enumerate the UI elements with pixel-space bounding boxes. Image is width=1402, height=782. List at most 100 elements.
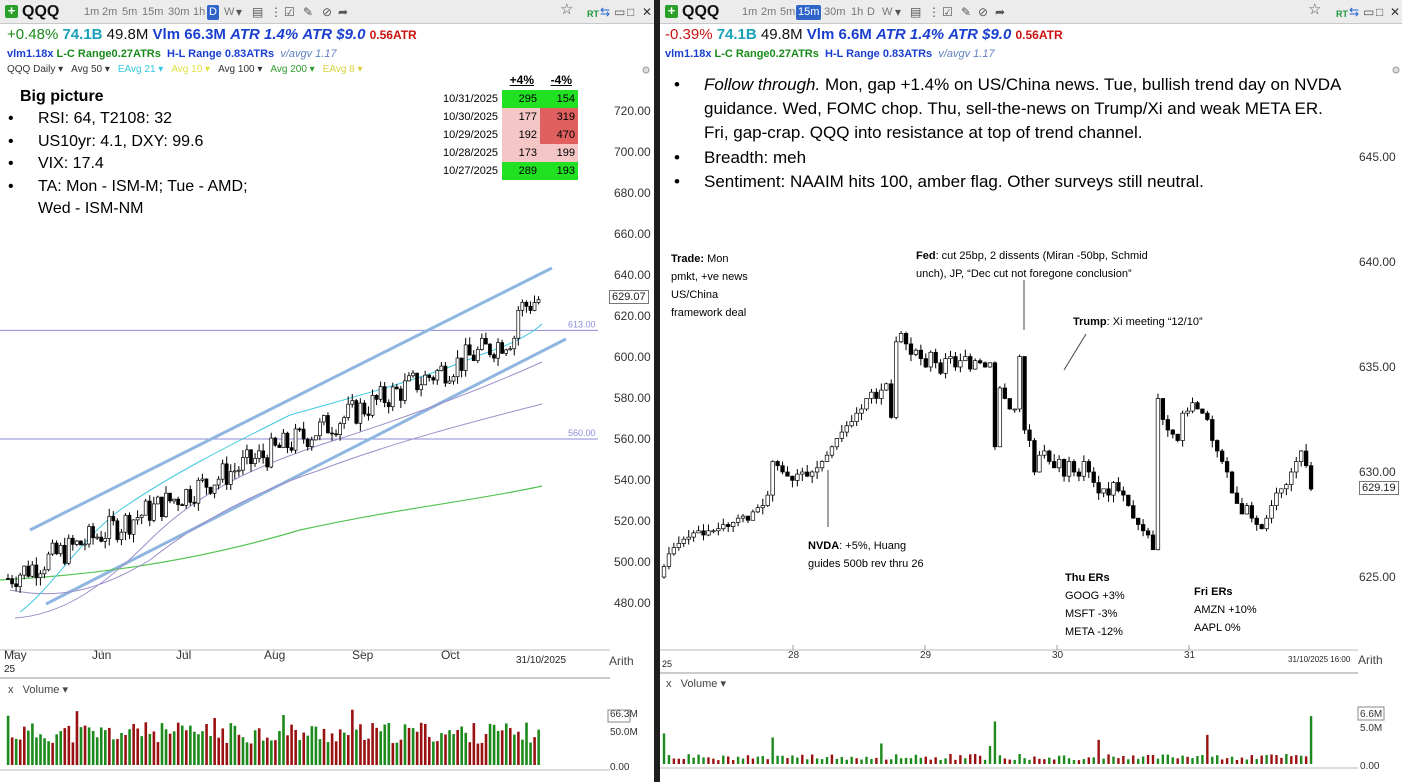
candle-body — [819, 461, 825, 469]
pane-divider[interactable] — [654, 0, 660, 782]
volume-bar — [201, 731, 204, 765]
add-icon[interactable]: + — [665, 4, 678, 18]
volume-bar — [229, 723, 233, 765]
price-tick-label: 645.00 — [1359, 150, 1396, 164]
indicator-icon[interactable]: ⋮ — [270, 5, 282, 19]
candle-body — [1012, 408, 1017, 411]
volume-bar — [452, 734, 455, 765]
tf-5m[interactable]: 5m — [780, 6, 796, 18]
tf-30m[interactable]: 30m — [824, 6, 846, 18]
left-chart-pane[interactable]: + QQQ 1m 2m 5m 15m 30m 1h D W ▾ ▤ ⋮ ☑ ✎ … — [0, 0, 654, 782]
volume-bar — [766, 759, 769, 764]
tf-daily[interactable]: D — [867, 6, 875, 18]
candle-body — [829, 446, 835, 456]
star-icon[interactable]: ☆ — [1308, 1, 1322, 18]
tf-daily[interactable]: D — [207, 5, 219, 20]
tf-1m[interactable]: 1m — [742, 6, 758, 18]
chevron-down-icon[interactable]: ▾ — [62, 684, 68, 696]
volume-bar — [1117, 758, 1120, 764]
tf-30m[interactable]: 30m — [168, 6, 190, 18]
volume-bar — [1156, 758, 1160, 764]
switch-icon[interactable]: ⇆ — [600, 5, 611, 19]
save-icon[interactable]: ▭ — [614, 5, 626, 19]
save-icon[interactable]: ▭ — [1363, 5, 1375, 19]
volume-bar — [338, 729, 342, 765]
pencil-icon[interactable]: ✎ — [961, 5, 972, 19]
share-icon[interactable]: ➦ — [995, 5, 1006, 19]
volume-bar — [727, 756, 730, 764]
close-icon[interactable]: ✕ — [642, 5, 653, 19]
volume-bar — [1048, 757, 1051, 764]
checkbox-icon[interactable]: ☑ — [284, 5, 295, 19]
row-date: 10/28/2025 — [443, 147, 499, 159]
candle-body — [923, 358, 928, 368]
link-icon[interactable]: ⊘ — [978, 5, 989, 19]
close-icon[interactable]: x — [8, 684, 14, 696]
chevron-down-icon[interactable]: ▾ — [895, 5, 902, 19]
maximize-icon[interactable]: □ — [1376, 5, 1384, 19]
close-icon[interactable]: x — [666, 678, 672, 690]
left-price-chart[interactable]: 720.00 700.00 680.00 660.00 640.00 620.00 600.… — [0, 0, 654, 782]
volume-bar — [310, 726, 314, 765]
volume-bar — [156, 742, 160, 765]
tf-15m[interactable]: 15m — [142, 6, 164, 18]
stats-row-2: vlm1.18x L-C Range0.27ATRs H-L Range 0.8… — [7, 46, 337, 62]
candle-body — [1111, 482, 1116, 496]
candle-body — [844, 425, 849, 433]
candle-body — [1264, 517, 1269, 530]
link-icon[interactable]: ⊘ — [322, 5, 333, 19]
candle-body — [119, 531, 124, 540]
tf-1h[interactable]: 1h — [851, 6, 864, 18]
tf-5m[interactable]: 5m — [122, 6, 138, 18]
tf-1h[interactable]: 1h — [193, 6, 206, 18]
chevron-down-icon[interactable]: ▾ — [720, 678, 726, 690]
tf-2m[interactable]: 2m — [761, 6, 777, 18]
scale-label[interactable]: Arith — [1358, 653, 1383, 667]
volume-label: Volume — [680, 678, 718, 690]
tf-1m[interactable]: 1m — [84, 6, 100, 18]
volume-bar — [359, 724, 362, 765]
checkbox-icon[interactable]: ☑ — [942, 5, 953, 19]
candle-body — [46, 553, 51, 571]
candle-body — [1022, 356, 1027, 431]
share-icon[interactable]: ➦ — [338, 5, 349, 19]
tf-weekly[interactable]: W — [224, 6, 235, 18]
volume-bar — [746, 755, 750, 764]
legend-item[interactable]: Avg 200 ▾ — [270, 64, 315, 75]
star-icon[interactable]: ☆ — [560, 1, 574, 18]
legend-item[interactable]: EAvg 21 ▾ — [117, 64, 164, 75]
pencil-icon[interactable]: ✎ — [303, 5, 314, 19]
indicator-legend: QQQ Daily ▾ Avg 50 ▾ EAvg 21 ▾ Avg 10 ▾ Avg … — [7, 63, 371, 77]
volume-bar — [949, 753, 952, 764]
candle-body — [293, 428, 298, 451]
volume-bar — [855, 758, 858, 764]
tf-2m[interactable]: 2m — [102, 6, 118, 18]
close-icon[interactable]: ✕ — [1390, 5, 1401, 19]
maximize-icon[interactable]: □ — [627, 5, 635, 19]
symbol-label[interactable]: QQQ — [22, 3, 60, 20]
tf-weekly[interactable]: W — [882, 6, 893, 18]
candle-body — [200, 478, 205, 481]
volume-bar — [274, 740, 277, 765]
right-price-chart[interactable]: 645.00 640.00 635.00 630.00 625.00 28 29 30 31 6.… — [660, 0, 1402, 782]
right-chart-pane[interactable]: + QQQ 1m 2m 5m 15m 30m 1h D W ▾ ▤ ⋮ ☑ ✎ … — [660, 0, 1402, 782]
legend-item[interactable]: Avg 100 ▾ — [218, 64, 263, 75]
volume-bar — [840, 756, 844, 764]
symbol-label[interactable]: QQQ — [682, 3, 720, 20]
atr-ratio: 0.56ATR — [369, 28, 417, 42]
switch-icon[interactable]: ⇆ — [1349, 5, 1360, 19]
candle-body — [447, 380, 452, 384]
legend-item[interactable]: Avg 10 ▾ — [171, 64, 211, 75]
legend-item[interactable]: QQQ Daily ▾ — [7, 64, 64, 75]
scale-label[interactable]: Arith — [609, 654, 634, 668]
legend-item[interactable]: EAvg 8 ▾ — [322, 64, 363, 75]
chart-type-icon[interactable]: ▤ — [252, 5, 264, 19]
indicator-icon[interactable]: ⋮ — [928, 5, 940, 19]
chart-type-icon[interactable]: ▤ — [910, 5, 922, 19]
volume-bar — [172, 731, 176, 765]
chevron-down-icon[interactable]: ▾ — [236, 5, 243, 19]
add-icon[interactable]: + — [5, 4, 18, 18]
tf-15m[interactable]: 15m — [796, 5, 822, 20]
legend-item[interactable]: Avg 50 ▾ — [71, 64, 110, 75]
volume-bar — [176, 722, 180, 765]
